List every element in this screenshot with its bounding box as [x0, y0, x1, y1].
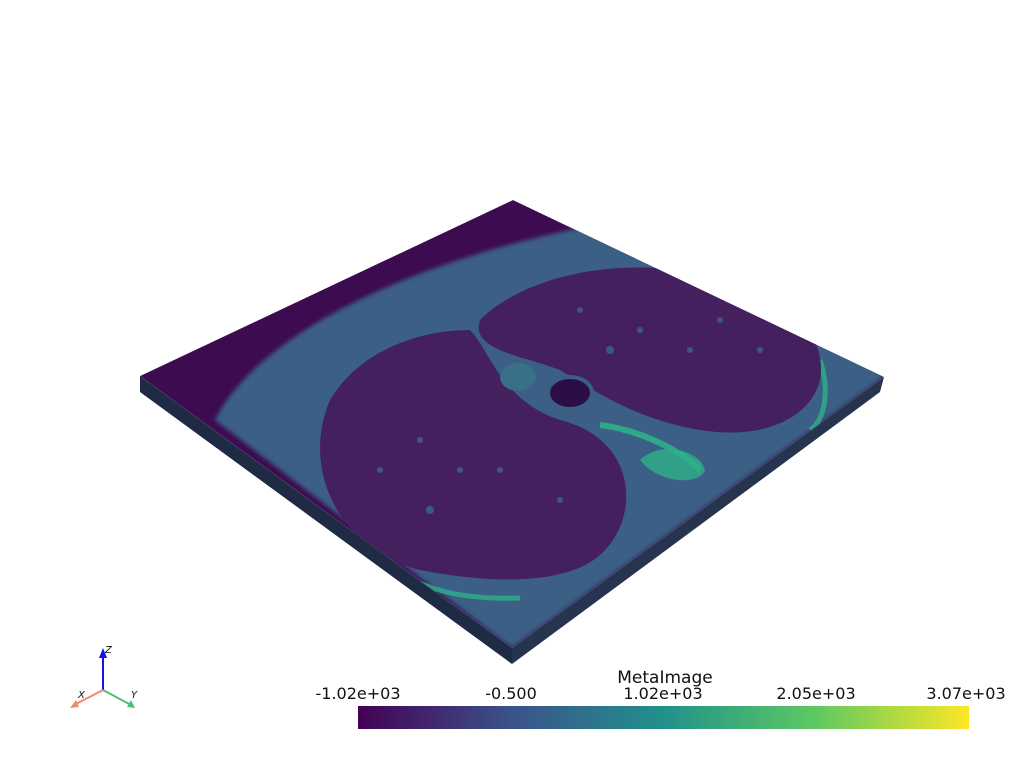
colorbar-tick: 2.05e+03 — [776, 684, 856, 703]
colorbar-tick: -0.500 — [485, 684, 537, 703]
z-axis-label: Z — [105, 645, 112, 656]
colorbar-tick: -1.02e+03 — [315, 684, 401, 703]
slab-left-side — [140, 376, 512, 664]
rib-highlight-3 — [808, 359, 828, 433]
orientation-axes — [70, 648, 135, 708]
colorbar — [358, 706, 969, 729]
spine — [640, 449, 705, 481]
aorta — [500, 363, 536, 391]
x-axis-label: X — [78, 690, 85, 701]
colorbar-title: MetaImage — [617, 668, 713, 688]
colorbar-tick: 1.02e+03 — [623, 684, 703, 703]
colorbar-tick: 3.07e+03 — [926, 684, 1006, 703]
ct-slice-top-face — [140, 200, 884, 648]
y-axis-label: Y — [131, 690, 138, 701]
trachea — [546, 375, 594, 411]
left-lung — [320, 330, 627, 580]
right-lung — [478, 267, 821, 433]
slab-right-side — [512, 377, 884, 664]
